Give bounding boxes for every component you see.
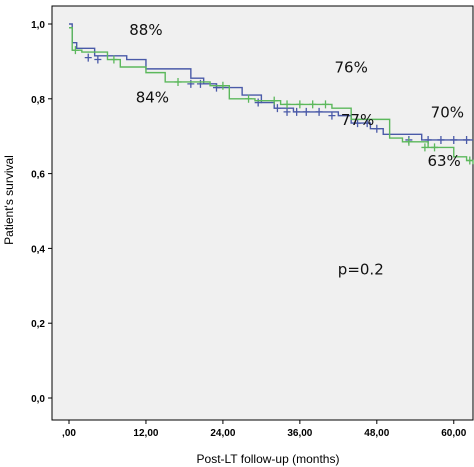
censor-mark — [309, 100, 317, 109]
censor-mark — [196, 79, 204, 88]
series-layer — [69, 23, 474, 165]
censor-mark — [322, 100, 330, 109]
censor-mark — [373, 124, 381, 133]
censor-mark — [463, 135, 471, 144]
y-axis-title: Patient's survival — [2, 155, 16, 245]
censor-mark — [302, 107, 310, 116]
x-axis-title: Post-LT follow-up (months) — [197, 452, 340, 466]
censor-mark — [219, 81, 227, 90]
annotation-layer: 88% 84% 76% 77% 70% 63% p=0.2 — [129, 21, 464, 278]
censor-mark — [94, 55, 102, 64]
censor-mark — [110, 55, 118, 64]
censor-mark — [296, 100, 304, 109]
annotation-label: 70% — [431, 104, 464, 122]
censor-mark — [328, 111, 336, 120]
annotation-label: 76% — [334, 59, 367, 77]
censor-mark — [254, 98, 262, 107]
censor-mark — [466, 156, 474, 165]
censor-mark — [212, 83, 220, 92]
x-tick-label: 48,00 — [364, 428, 389, 439]
y-tick-label: 1,0 — [31, 20, 45, 31]
annotation-label: p=0.2 — [338, 261, 384, 279]
x-tick-label: 60,00 — [441, 428, 466, 439]
x-tick-label: ,00 — [62, 428, 76, 439]
censor-mark — [354, 119, 362, 128]
annotation-label: 63% — [427, 152, 460, 170]
censor-mark — [273, 104, 281, 113]
plot-area — [51, 5, 474, 421]
x-tick-label: 24,00 — [210, 428, 235, 439]
censor-mark — [245, 94, 253, 103]
censor-mark — [270, 96, 278, 105]
y-tick-label: 0,2 — [31, 319, 45, 330]
censor-mark — [283, 107, 291, 116]
censor-mark — [293, 107, 301, 116]
y-tick-label: 0,8 — [31, 95, 45, 106]
annotation-label: 88% — [129, 21, 162, 39]
censor-mark — [315, 107, 323, 116]
censor-mark — [187, 79, 195, 88]
y-tick-label: 0,6 — [31, 170, 45, 181]
censor-mark — [283, 100, 291, 109]
survival-curve-1 — [69, 23, 473, 141]
censor-mark — [437, 135, 445, 144]
x-tick-label: 36,00 — [287, 428, 312, 439]
censor-mark — [84, 53, 92, 62]
censor-mark — [71, 46, 79, 55]
y-tick-label: 0,0 — [31, 394, 45, 405]
censor-mark — [450, 135, 458, 144]
censor-mark — [431, 143, 439, 152]
annotation-label: 77% — [341, 111, 374, 129]
y-axis: 0,0 0,2 0,4 0,6 0,8 1,0 — [31, 20, 52, 405]
censor-mark — [174, 77, 182, 86]
x-tick-label: 12,00 — [133, 428, 158, 439]
x-axis: ,00 12,00 24,00 36,00 48,00 60,00 — [62, 420, 467, 439]
annotation-label: 84% — [136, 89, 169, 107]
censor-mark — [405, 137, 413, 146]
censor-mark — [363, 119, 371, 128]
censor-mark — [421, 143, 429, 152]
y-tick-label: 0,4 — [31, 244, 45, 255]
